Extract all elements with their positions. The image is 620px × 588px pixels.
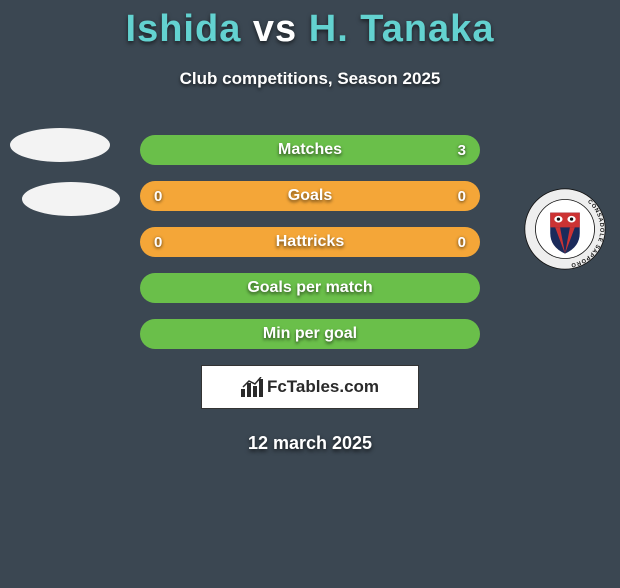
subtitle: Club competitions, Season 2025 [0, 69, 620, 89]
stat-label: Hattricks [276, 233, 344, 251]
stat-row-min-per-goal: Min per goal [140, 319, 480, 349]
stat-right-value: 3 [458, 142, 466, 159]
stat-row-hattricks: 0 Hattricks 0 [140, 227, 480, 257]
stat-label: Min per goal [263, 325, 357, 343]
stat-left-value: 0 [154, 234, 162, 251]
fctables-logo[interactable]: FcTables.com [201, 365, 419, 409]
player1-name: Ishida [126, 8, 242, 50]
page-title: Ishida vs H. Tanaka [0, 8, 620, 51]
stat-label: Matches [278, 141, 342, 159]
avatar-placeholder-2 [22, 182, 120, 216]
vs-text: vs [253, 8, 297, 50]
stat-label: Goals [288, 187, 332, 205]
date-text: 12 march 2025 [0, 433, 620, 454]
stat-row-goals-per-match: Goals per match [140, 273, 480, 303]
stat-right-value: 0 [458, 188, 466, 205]
stat-label: Goals per match [247, 279, 372, 297]
bars-icon [241, 377, 263, 397]
stat-right-value: 0 [458, 234, 466, 251]
stat-row-goals: 0 Goals 0 [140, 181, 480, 211]
avatar-placeholder-1 [10, 128, 110, 162]
logo-text: FcTables.com [267, 377, 379, 397]
club-badge: CONSADOLE SAPPORO [524, 188, 606, 270]
stat-left-value: 0 [154, 188, 162, 205]
player2-name: H. Tanaka [309, 8, 495, 50]
stat-row-matches: Matches 3 [140, 135, 480, 165]
